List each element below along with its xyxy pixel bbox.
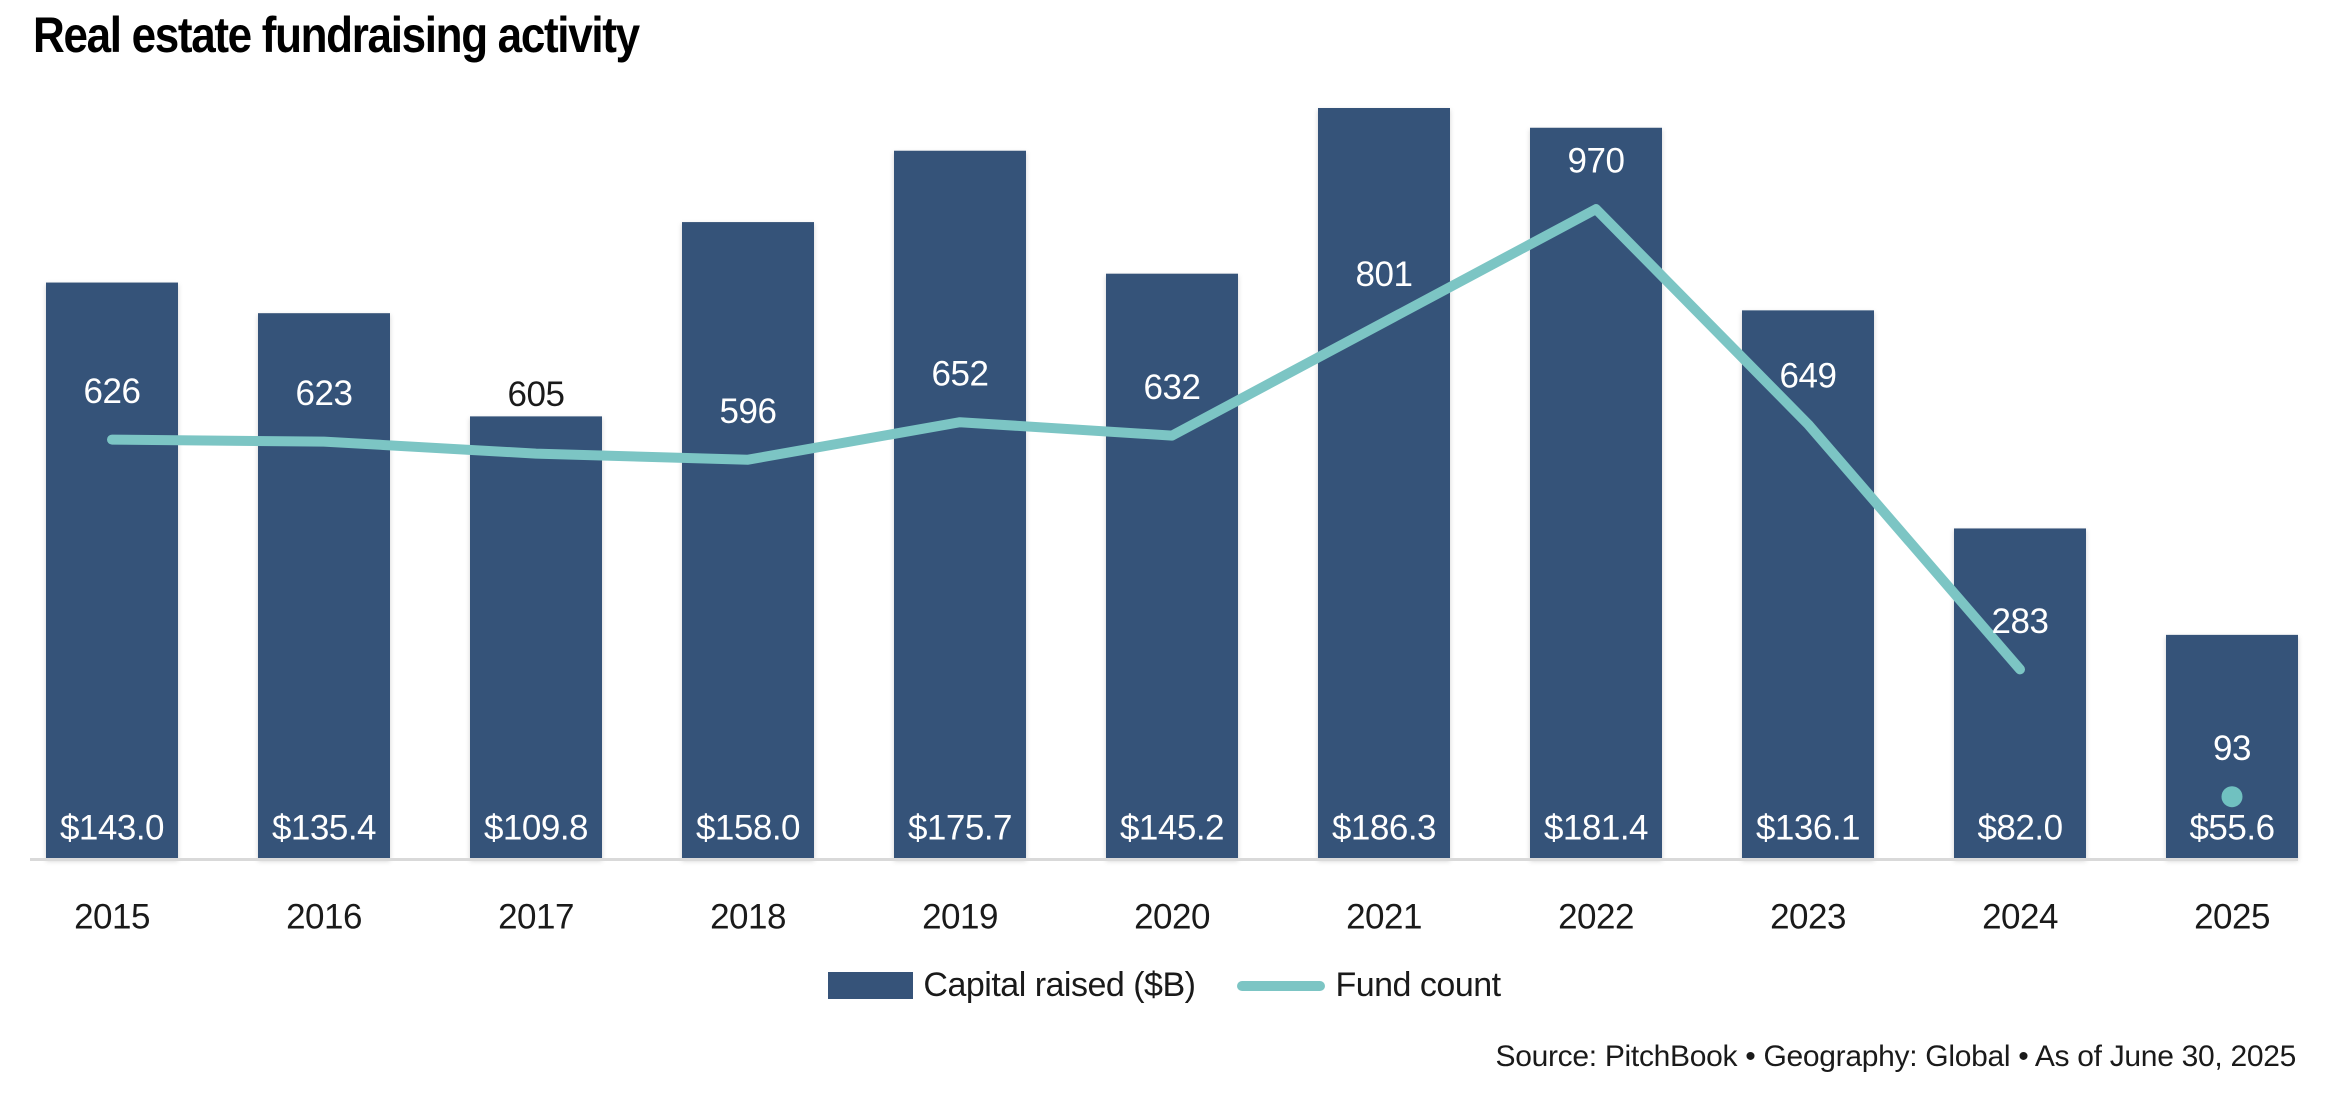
bar-2023 [1742, 310, 1874, 859]
bar-2019 [894, 150, 1026, 860]
x-axis-label-2017: 2017 [498, 898, 574, 937]
x-axis-label-2015: 2015 [74, 898, 150, 937]
fund-count-point-2025 [2221, 786, 2243, 808]
bar-value-label-2025: $55.6 [2189, 809, 2274, 848]
fund-count-label-2020: 632 [1144, 368, 1201, 407]
fund-count-line [107, 204, 2025, 675]
bar-2025 [2166, 634, 2298, 859]
fund-count-label-2021: 801 [1356, 255, 1413, 294]
bar-value-label-2023: $136.1 [1756, 809, 1860, 848]
bar-value-label-2015: $143.0 [60, 809, 164, 848]
axis-layer [30, 858, 2298, 861]
bar-2021 [1318, 108, 1450, 859]
bars-layer [46, 108, 2298, 860]
fund-count-label-2019: 652 [932, 355, 989, 394]
bar-2024 [1954, 528, 2086, 859]
bar-value-label-2021: $186.3 [1332, 809, 1436, 848]
x-axis-label-2016: 2016 [286, 898, 362, 937]
x-axis-label-2022: 2022 [1558, 898, 1634, 937]
bar-value-label-2020: $145.2 [1120, 809, 1224, 848]
x-axis-label-2019: 2019 [922, 898, 998, 937]
fund-count-label-2024: 283 [1992, 602, 2049, 641]
bar-value-label-2022: $181.4 [1544, 809, 1648, 848]
bar-value-label-2016: $135.4 [272, 809, 376, 848]
bar-2020 [1106, 273, 1238, 859]
bar-value-label-2024: $82.0 [1977, 809, 2062, 848]
bar-value-label-2019: $175.7 [908, 809, 1012, 848]
fund-count-label-2025: 93 [2213, 729, 2251, 768]
fund-count-label-2017: 605 [508, 375, 565, 414]
bar-value-label-2017: $109.8 [484, 809, 588, 848]
bar-2016 [258, 313, 390, 859]
bar-2015 [46, 282, 178, 859]
line-layer [107, 204, 2243, 808]
bar-2017 [470, 416, 602, 859]
fund-count-label-2016: 623 [296, 374, 353, 413]
bar-2018 [682, 222, 814, 859]
fund-count-label-2018: 596 [720, 392, 777, 431]
x-axis-line [30, 858, 2298, 861]
bar-value-label-2018: $158.0 [696, 809, 800, 848]
x-axis-label-2024: 2024 [1982, 898, 2058, 937]
x-axis-label-2023: 2023 [1770, 898, 1846, 937]
fund-count-label-2015: 626 [84, 372, 141, 411]
x-axis-label-2018: 2018 [710, 898, 786, 937]
x-axis-label-2025: 2025 [2194, 898, 2270, 937]
x-axis-label-2021: 2021 [1346, 898, 1422, 937]
fund-count-label-2022: 970 [1568, 142, 1625, 181]
source-attribution: Source: PitchBook • Geography: Global • … [1495, 1040, 2297, 1073]
x-axis-label-2020: 2020 [1134, 898, 1210, 937]
fund-count-label-2023: 649 [1780, 357, 1837, 396]
labels-layer: $143.0 2015 626 $135.4 2016 623 $109.8 2017 605 $… [60, 142, 2275, 937]
chart-title: Real estate fundraising activity [33, 7, 640, 63]
